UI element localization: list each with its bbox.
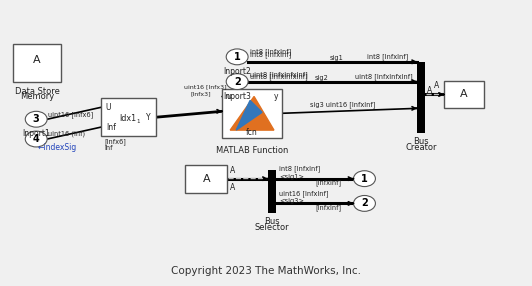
Text: sig3 uint16 [InfxInf]: sig3 uint16 [InfxInf] [310, 101, 375, 108]
Text: sig2: sig2 [315, 75, 329, 81]
Text: sig1: sig1 [330, 55, 344, 61]
Text: 1: 1 [234, 52, 240, 62]
Text: A: A [427, 86, 433, 95]
Bar [13, 44, 61, 82]
Text: MATLAB Function: MATLAB Function [216, 146, 288, 155]
Bar [222, 89, 282, 138]
Text: <sig3>: <sig3> [279, 198, 304, 204]
Text: uint8 [InfxInfxInf]: uint8 [InfxInfxInf] [250, 71, 308, 78]
Text: Copyright 2023 The MathWorks, Inc.: Copyright 2023 The MathWorks, Inc. [171, 266, 361, 276]
Text: U: U [106, 103, 111, 112]
Text: [Infx6]: [Infx6] [105, 138, 127, 145]
Text: Inf: Inf [105, 145, 113, 151]
Text: uint16 (Inf): uint16 (Inf) [48, 131, 85, 137]
Text: A: A [230, 166, 236, 175]
Polygon shape [236, 100, 262, 130]
Text: Inport1: Inport1 [22, 129, 50, 138]
Text: int8 [InfxInf]: int8 [InfxInf] [279, 165, 320, 172]
Bar [417, 62, 425, 133]
Text: Inf: Inf [106, 123, 116, 132]
Text: uint8 [InfxInfxInf]: uint8 [InfxInfxInf] [250, 73, 308, 80]
Text: Inport2: Inport2 [223, 67, 251, 76]
Text: [InfxInf]: [InfxInf] [315, 204, 342, 211]
Text: int8 [InfxInf]: int8 [InfxInf] [368, 53, 409, 60]
Text: 2: 2 [361, 198, 368, 208]
Text: y: y [273, 92, 278, 101]
Text: uint16 [InfxInf]: uint16 [InfxInf] [279, 190, 328, 197]
Text: u: u [226, 92, 231, 101]
Ellipse shape [226, 49, 248, 65]
Bar [268, 170, 276, 213]
Text: Data Store: Data Store [15, 87, 60, 96]
Text: A: A [230, 183, 236, 192]
Ellipse shape [25, 131, 47, 147]
Text: Creator: Creator [405, 143, 437, 152]
Text: Bus: Bus [413, 137, 429, 146]
Text: 3: 3 [33, 114, 39, 124]
Text: Memory: Memory [20, 92, 54, 102]
Text: uint8 [InfxInfxInf]: uint8 [InfxInfxInf] [354, 73, 412, 80]
Text: Idx1: Idx1 [120, 114, 137, 123]
Text: Inport3: Inport3 [223, 92, 251, 100]
Bar [186, 165, 227, 192]
Polygon shape [230, 96, 274, 130]
Text: <sig1>: <sig1> [279, 174, 304, 180]
Text: ←indexSig: ←indexSig [37, 144, 77, 152]
Text: Bus: Bus [264, 217, 280, 226]
Text: [InfxInf]: [InfxInf] [315, 179, 342, 186]
Text: 4: 4 [33, 134, 39, 144]
Bar [101, 98, 155, 136]
Text: 2: 2 [234, 77, 240, 87]
Bar [444, 81, 484, 108]
Text: 1: 1 [361, 174, 368, 184]
Text: fcn: fcn [246, 128, 258, 137]
Text: A: A [434, 81, 439, 90]
Text: 1: 1 [136, 119, 140, 124]
Text: int8 [InfxInf]: int8 [InfxInf] [250, 49, 292, 55]
Text: Y: Y [146, 113, 151, 122]
Ellipse shape [354, 171, 376, 186]
Text: A: A [203, 174, 210, 184]
Text: Selector: Selector [255, 223, 289, 232]
Text: int8 [InfxInf]: int8 [InfxInf] [250, 51, 292, 58]
Text: A: A [34, 55, 41, 65]
Text: A: A [460, 90, 468, 100]
Text: [Infx3]: [Infx3] [190, 91, 211, 96]
Ellipse shape [226, 74, 248, 90]
Text: uint16 [Infx6]: uint16 [Infx6] [48, 111, 94, 118]
Text: uint16 [Infx3]: uint16 [Infx3] [185, 84, 227, 89]
Ellipse shape [354, 196, 376, 211]
Ellipse shape [25, 111, 47, 127]
